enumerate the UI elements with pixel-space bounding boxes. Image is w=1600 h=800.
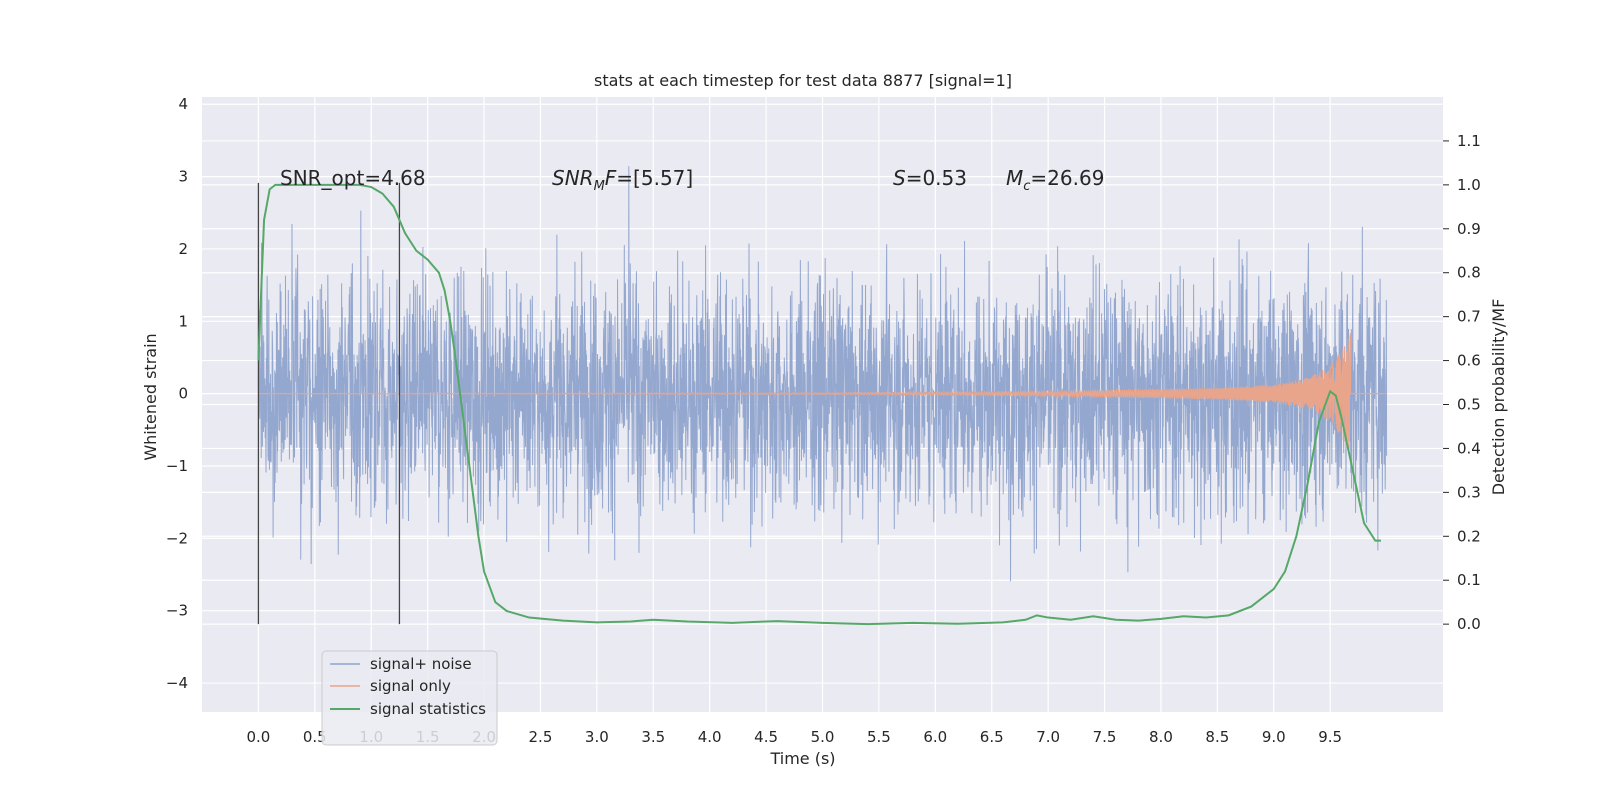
x-tick-label: 2.5 <box>529 728 553 746</box>
chart-title: stats at each timestep for test data 887… <box>594 71 1012 90</box>
y2-tick-label: 1.1 <box>1457 132 1481 150</box>
y-tick-label: −3 <box>166 602 188 620</box>
x-tick-label: 7.0 <box>1036 728 1060 746</box>
y-tick-label: 0 <box>178 385 188 403</box>
mc-annotation: Mc=26.69 <box>1006 166 1104 194</box>
series-signal-statistics <box>257 183 1381 626</box>
mc-label: M <box>1006 166 1023 190</box>
x-tick-label: 9.5 <box>1318 728 1342 746</box>
y2-tick-label: 1.0 <box>1457 176 1481 194</box>
y2-tick-label: 0.9 <box>1457 220 1481 238</box>
mc-value: =26.69 <box>1030 166 1104 190</box>
legend-label-signal: signal only <box>370 677 451 695</box>
snr-mf-value: =[5.57] <box>616 166 693 190</box>
y-tick-label: −4 <box>166 674 188 692</box>
y2-tick-label: 0.7 <box>1457 308 1481 326</box>
y-tick-label: −2 <box>166 529 188 547</box>
snr-mf-f: F <box>605 166 617 190</box>
legend: signal+ noise signal only signal statist… <box>321 650 498 746</box>
noise-trace <box>257 166 1388 582</box>
y2-tick-label: 0.4 <box>1457 439 1481 457</box>
y-tick-label: 1 <box>178 312 188 330</box>
snr-mf-subscript: M <box>594 179 605 194</box>
snr-mf-label: SNR <box>552 166 594 190</box>
x-tick-label: 5.0 <box>811 728 835 746</box>
x-tick-label: 0.5 <box>303 728 327 746</box>
signal-trace <box>258 333 1387 450</box>
x-tick-label: 4.0 <box>698 728 722 746</box>
x-tick-label: 4.5 <box>754 728 778 746</box>
y2-tick-label: 0.6 <box>1457 352 1481 370</box>
legend-box <box>321 650 498 746</box>
statistics-trace <box>257 183 1381 626</box>
x-tick-label: 0.0 <box>246 728 270 746</box>
s-value: =0.53 <box>906 166 967 190</box>
x-tick-label: 6.5 <box>980 728 1004 746</box>
y-axis-ticks: 4 3 2 1 0 −1 −2 −3 −4 <box>166 95 188 692</box>
y2-tick-label: 0.0 <box>1457 615 1481 633</box>
x-tick-label: 6.0 <box>923 728 947 746</box>
y2-tick-label: 0.8 <box>1457 264 1481 282</box>
y-axis-label: Whitened strain <box>141 333 160 460</box>
x-tick-label: 3.5 <box>641 728 665 746</box>
y2-axis-label: Detection probability/MF <box>1489 299 1508 496</box>
x-tick-label: 7.5 <box>1093 728 1117 746</box>
series-signal-only <box>258 333 1387 450</box>
y2-tick-label: 0.2 <box>1457 527 1481 545</box>
x-axis-label: Time (s) <box>769 749 835 768</box>
series-signal-plus-noise <box>257 166 1388 582</box>
s-label: S <box>893 166 906 190</box>
y-tick-label: 3 <box>178 168 188 186</box>
x-tick-label: 3.0 <box>585 728 609 746</box>
y2-tick-label: 0.3 <box>1457 483 1481 501</box>
y2-axis-ticks: 1.1 1.0 0.9 0.8 0.7 0.6 0.5 0.4 0.3 0.2 0.1 0.0 <box>1443 132 1481 633</box>
snr-opt-annotation: SNR_opt=4.68 <box>280 166 426 190</box>
y-tick-label: −1 <box>166 457 188 475</box>
y-tick-label: 2 <box>178 240 188 258</box>
x-tick-label: 8.0 <box>1149 728 1173 746</box>
y-tick-label: 4 <box>178 95 188 113</box>
x-tick-label: 5.5 <box>867 728 891 746</box>
y2-tick-label: 0.1 <box>1457 571 1481 589</box>
snr-mf-annotation: SNRMF=[5.57] <box>552 166 693 194</box>
x-tick-label: 9.0 <box>1262 728 1286 746</box>
x-tick-label: 8.5 <box>1205 728 1229 746</box>
mc-subscript: c <box>1023 179 1030 194</box>
y2-tick-label: 0.5 <box>1457 396 1481 414</box>
vertical-markers <box>257 182 401 625</box>
legend-label-stats: signal statistics <box>370 700 486 718</box>
legend-label-noise: signal+ noise <box>370 655 472 673</box>
s-annotation: S=0.53 <box>893 166 967 190</box>
